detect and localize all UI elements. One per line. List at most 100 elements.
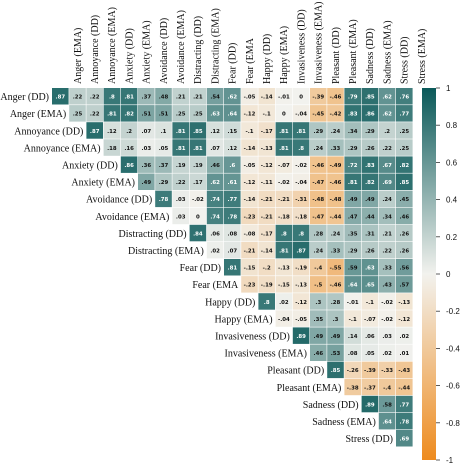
heatmap-cell	[206, 190, 224, 208]
cell-value-label: .15	[228, 129, 238, 135]
colorbar-tick-label: -0.4	[446, 344, 460, 353]
heatmap-cell	[327, 122, 344, 139]
heatmap-cell	[327, 88, 344, 105]
heatmap-cell	[138, 122, 155, 139]
heatmap-cell	[378, 156, 396, 173]
heatmap-cell	[206, 224, 224, 242]
row-label-anxiety-dd: Anxiety (DD)	[62, 160, 118, 171]
col-label-happy-dd: Happy (DD)	[262, 34, 273, 84]
cell-value-label: .36	[142, 163, 152, 169]
heatmap-cell	[258, 105, 275, 122]
heatmap-cell	[241, 173, 258, 190]
cell-value-label: .62	[382, 95, 392, 101]
heatmap-cell	[258, 207, 275, 225]
cell-value-label: .67	[382, 163, 392, 169]
heatmap-cell	[310, 139, 327, 156]
cell-value-label: -.05	[244, 95, 256, 101]
heatmap-cell	[396, 122, 413, 139]
heatmap-cell	[155, 190, 172, 208]
cell-value-label: .89	[296, 334, 306, 340]
heatmap-cell	[103, 88, 121, 105]
cell-value-label: -.02	[192, 197, 204, 203]
cell-value-label: .53	[331, 351, 341, 357]
cell-value-label: .83	[348, 112, 358, 118]
heatmap-cell	[275, 310, 293, 327]
heatmap-cell	[310, 276, 327, 293]
cell-value-label: .28	[331, 300, 341, 306]
cell-value-label: -.1	[366, 300, 374, 306]
cell-value-label: .05	[159, 146, 169, 152]
cell-value-label: .3	[315, 300, 321, 306]
heatmap-cell	[378, 139, 396, 156]
cell-value-label: .29	[348, 146, 358, 152]
heatmap-cell	[206, 105, 224, 122]
heatmap-cell	[396, 105, 413, 122]
heatmap-cell	[396, 276, 413, 293]
col-label-avoidance-dd: Avoidance (DD)	[159, 18, 170, 84]
cell-value-label: -.01	[278, 95, 290, 101]
heatmap-cell	[120, 88, 138, 105]
heatmap-cell	[361, 293, 379, 310]
heatmap-cell	[378, 173, 396, 190]
heatmap-cell	[310, 259, 327, 276]
cell-value-label: -.1	[349, 317, 357, 323]
heatmap-cell	[396, 412, 413, 430]
cell-value-label: -.46	[330, 283, 342, 289]
heatmap-cell	[327, 224, 344, 242]
heatmap-cell	[361, 327, 379, 344]
heatmap-cell	[275, 173, 293, 190]
col-label-sadness-dd: Sadness (DD)	[365, 28, 376, 84]
heatmap-cell	[258, 139, 275, 156]
cell-value-label: .49	[142, 180, 152, 186]
heatmap-cell	[206, 88, 224, 105]
cell-value-label: .34	[382, 214, 392, 220]
cell-value-label: .12	[210, 129, 220, 135]
cell-value-label: -.14	[261, 248, 273, 254]
heatmap-cell	[69, 105, 86, 122]
cell-value-label: -.45	[312, 112, 324, 118]
cell-value-label: .61	[228, 180, 238, 186]
cell-value-label: .51	[142, 112, 152, 118]
cell-value-label: .2	[384, 129, 390, 135]
heatmap-cell	[275, 122, 293, 139]
heatmap-cell	[172, 122, 189, 139]
cell-value-label: -.12	[261, 163, 273, 169]
cell-value-label: -.43	[398, 368, 410, 374]
cell-value-label: .6	[229, 163, 235, 169]
heatmap-cell	[275, 241, 293, 259]
colorbar-tick-label: 0.8	[446, 121, 458, 130]
cell-value-label: .3	[333, 317, 339, 323]
cell-value-label: .37	[142, 95, 152, 101]
cell-value-label: .49	[314, 334, 324, 340]
cell-value-label: -.12	[295, 300, 307, 306]
heatmap-cell	[361, 344, 379, 361]
heatmap-cell	[189, 88, 207, 105]
heatmap-cell	[224, 173, 241, 190]
cell-value-label: .78	[159, 197, 169, 203]
heatmap-cell	[224, 241, 241, 259]
heatmap-cell	[344, 241, 361, 259]
heatmap-cell	[241, 207, 258, 225]
cell-value-label: -.12	[398, 317, 410, 323]
heatmap-cell	[310, 310, 327, 327]
heatmap-cell	[396, 139, 413, 156]
heatmap-cell	[378, 395, 396, 413]
cell-value-label: .03	[176, 214, 186, 220]
heatmap-cell	[378, 412, 396, 430]
cell-value-label: .49	[331, 334, 341, 340]
cell-value-label: .82	[124, 112, 134, 118]
cell-value-label: .8	[109, 95, 115, 101]
cell-value-label: -.42	[330, 112, 342, 118]
heatmap-cell	[292, 224, 310, 242]
heatmap-cell	[86, 122, 103, 139]
heatmap-cell	[292, 156, 310, 173]
heatmap-cell	[292, 122, 310, 139]
heatmap-cell	[138, 173, 155, 190]
heatmap-cell	[344, 344, 361, 361]
heatmap-cell	[310, 173, 327, 190]
cell-value-label: -.12	[244, 112, 256, 118]
heatmap-cell	[344, 310, 361, 327]
heatmap-cell	[396, 378, 413, 396]
heatmap-cell	[258, 88, 275, 105]
heatmap-cell	[396, 361, 413, 379]
